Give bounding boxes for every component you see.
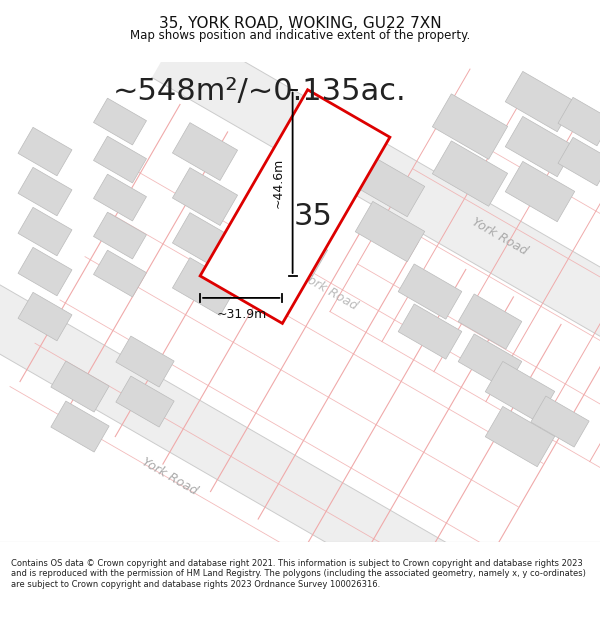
Polygon shape: [433, 141, 508, 206]
Polygon shape: [458, 334, 522, 389]
Polygon shape: [51, 361, 109, 412]
Text: 35, YORK ROAD, WOKING, GU22 7XN: 35, YORK ROAD, WOKING, GU22 7XN: [158, 16, 442, 31]
Text: 35: 35: [293, 202, 332, 231]
Polygon shape: [262, 177, 328, 236]
Polygon shape: [505, 116, 575, 177]
Polygon shape: [458, 294, 522, 349]
Polygon shape: [398, 264, 462, 319]
Polygon shape: [94, 213, 146, 259]
Polygon shape: [398, 304, 462, 359]
Polygon shape: [18, 127, 72, 176]
Polygon shape: [172, 258, 238, 316]
Text: ~31.9m: ~31.9m: [216, 308, 266, 321]
Text: ~44.6m: ~44.6m: [272, 158, 284, 208]
Polygon shape: [558, 98, 600, 146]
Polygon shape: [531, 396, 589, 447]
Polygon shape: [94, 98, 146, 145]
Polygon shape: [262, 222, 328, 281]
Polygon shape: [116, 336, 174, 387]
Text: Map shows position and indicative extent of the property.: Map shows position and indicative extent…: [130, 29, 470, 42]
Polygon shape: [558, 138, 600, 186]
Polygon shape: [152, 26, 600, 428]
Polygon shape: [505, 161, 575, 222]
Text: Contains OS data © Crown copyright and database right 2021. This information is : Contains OS data © Crown copyright and d…: [11, 559, 586, 589]
Polygon shape: [485, 361, 555, 422]
Polygon shape: [18, 292, 72, 341]
Polygon shape: [116, 376, 174, 427]
Text: ~548m²/~0.135ac.: ~548m²/~0.135ac.: [113, 77, 407, 106]
Polygon shape: [172, 168, 238, 226]
Polygon shape: [94, 174, 146, 221]
Text: York Road: York Road: [300, 271, 360, 312]
Polygon shape: [94, 136, 146, 183]
Polygon shape: [18, 248, 72, 296]
Polygon shape: [18, 168, 72, 216]
Polygon shape: [0, 246, 538, 625]
Polygon shape: [355, 201, 425, 262]
Polygon shape: [355, 156, 425, 217]
Text: York Road: York Road: [470, 216, 530, 258]
Polygon shape: [94, 250, 146, 297]
Polygon shape: [485, 406, 555, 467]
Text: York Road: York Road: [140, 456, 200, 498]
Polygon shape: [51, 401, 109, 452]
Polygon shape: [172, 213, 238, 271]
Polygon shape: [200, 90, 390, 323]
Polygon shape: [433, 94, 508, 159]
Polygon shape: [172, 122, 238, 181]
Polygon shape: [18, 208, 72, 256]
Polygon shape: [505, 71, 575, 132]
